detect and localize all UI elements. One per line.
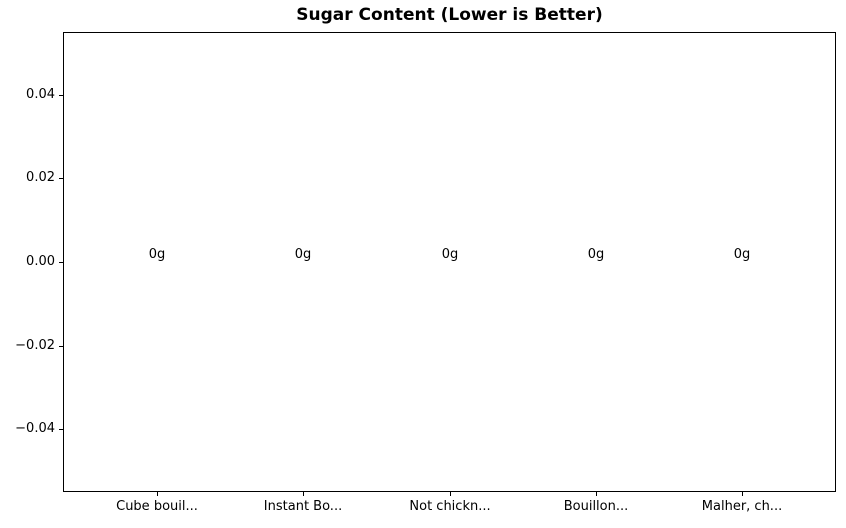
y-tick-label: 0.04 <box>26 87 55 102</box>
x-tick-mark <box>450 492 451 496</box>
y-tick-mark <box>59 262 63 263</box>
y-tick-label: 0.02 <box>26 170 55 185</box>
plot-area <box>63 32 836 492</box>
bar-value-label: 0g <box>733 247 751 262</box>
y-tick-mark <box>59 429 63 430</box>
x-tick-label: Cube bouil... <box>116 499 198 514</box>
bar-value-label: 0g <box>148 247 166 262</box>
chart-title: Sugar Content (Lower is Better) <box>296 5 603 25</box>
bar-value-label: 0g <box>294 247 312 262</box>
x-tick-mark <box>596 492 597 496</box>
x-tick-mark <box>742 492 743 496</box>
x-tick-label: Bouillon... <box>563 499 629 514</box>
x-tick-label: Not chickn... <box>409 499 491 514</box>
y-tick-label: 0.00 <box>26 254 55 269</box>
x-tick-mark <box>157 492 158 496</box>
y-tick-label: −0.02 <box>15 338 55 353</box>
bar-value-label: 0g <box>587 247 605 262</box>
y-tick-label: −0.04 <box>15 421 55 436</box>
x-tick-mark <box>303 492 304 496</box>
x-tick-label: Malher, ch... <box>701 499 783 514</box>
y-tick-mark <box>59 95 63 96</box>
bar-value-label: 0g <box>441 247 459 262</box>
x-tick-label: Instant Bo... <box>263 499 343 514</box>
y-tick-mark <box>59 346 63 347</box>
y-tick-mark <box>59 178 63 179</box>
